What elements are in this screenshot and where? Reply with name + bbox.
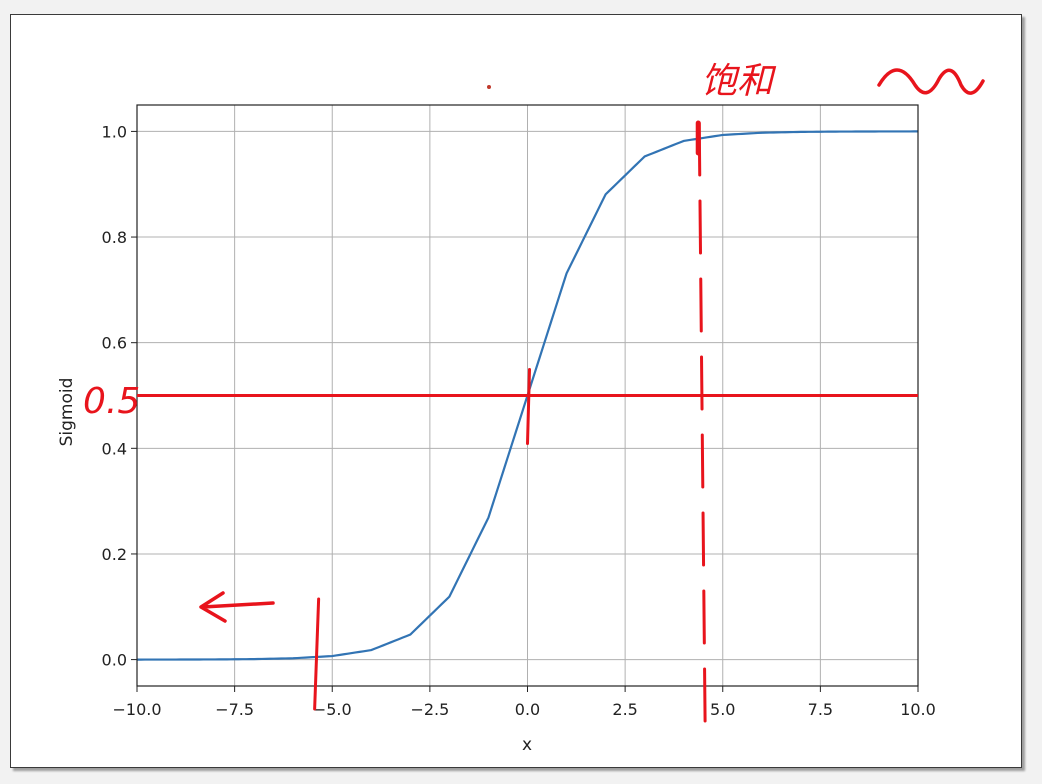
annotation-saturation-dashed-line [697, 121, 707, 737]
stray-mark [487, 85, 491, 89]
annotation-saturation-scribble [877, 68, 985, 95]
x-tick-label: −7.5 [215, 700, 254, 719]
annotation-saturation-text: 饱和 [701, 61, 777, 102]
y-tick-label: 0.6 [102, 334, 127, 353]
x-tick-label: 5.0 [710, 700, 735, 719]
y-axis-label: Sigmoid [57, 378, 77, 447]
sigmoid-chart: −10.0 −7.5 −5.0 −2.5 0.0 2.5 5.0 7.5 10.0 0.0 0.2… [57, 61, 985, 755]
annotation-label-0-5: 0.5 [83, 381, 140, 422]
x-tick-label: −10.0 [112, 700, 161, 719]
x-tick-label: 0.0 [515, 700, 540, 719]
handwritten-annotations [137, 120, 918, 737]
y-tick-label: 0.4 [102, 439, 127, 458]
x-axis-label: x [522, 735, 532, 755]
annotation-left-tick [313, 597, 321, 711]
figure-frame: −10.0 −7.5 −5.0 −2.5 0.0 2.5 5.0 7.5 10.0 0.0 0.2… [10, 14, 1022, 768]
annotation-center-tick [526, 368, 531, 445]
x-tick-label: −5.0 [313, 700, 352, 719]
y-axis-ticks: 0.0 0.2 0.4 0.6 0.8 1.0 [102, 122, 137, 670]
x-tick-label: 10.0 [900, 700, 936, 719]
x-tick-label: 2.5 [612, 700, 637, 719]
y-tick-label: 1.0 [102, 122, 127, 141]
x-tick-label: 7.5 [808, 700, 833, 719]
y-tick-label: 0.8 [102, 228, 127, 247]
x-axis-ticks: −10.0 −7.5 −5.0 −2.5 0.0 2.5 5.0 7.5 10.0 [112, 686, 936, 719]
y-tick-label: 0.0 [102, 651, 127, 670]
x-tick-label: −2.5 [410, 700, 449, 719]
y-tick-label: 0.2 [102, 545, 127, 564]
annotation-left-arrow-icon [199, 591, 275, 623]
